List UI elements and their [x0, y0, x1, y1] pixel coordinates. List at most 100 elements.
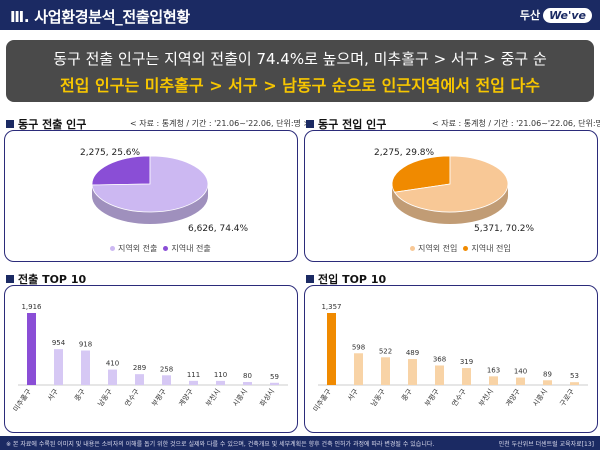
bar-data-label: 258 [160, 365, 173, 373]
bar-data-label: 368 [433, 355, 446, 363]
category-tick-label: 연수구 [450, 387, 468, 408]
category-tick-label: 연수구 [123, 387, 141, 408]
bar-data-label: 53 [570, 372, 579, 380]
category-tick-label: 미추홀구 [311, 387, 333, 414]
legend-item: 지역내 전입 [471, 244, 511, 253]
legend-dot-icon [463, 246, 469, 251]
category-tick-label: 미추홀구 [11, 387, 33, 414]
bullet-square-icon [306, 120, 314, 128]
panel-in-bar [304, 285, 598, 433]
bar [243, 381, 252, 385]
category-tick-label: 계양구 [504, 387, 523, 408]
legend-dot-icon [110, 246, 115, 251]
section-title-in-bar: 전입 TOP 10 [306, 271, 386, 287]
bar [381, 357, 390, 385]
footer-bar: ※ 본 자료에 수록된 이미지 및 내용은 소비자의 이해를 돕기 위한 것으로… [0, 436, 600, 450]
bar-data-label: 111 [187, 371, 200, 379]
summary-line-1: 동구 전출 인구는 지역외 전출이 74.4%로 높으며, 미추홀구 > 서구 … [53, 50, 547, 68]
pie-slice-1 [391, 155, 451, 193]
bar-data-label: 918 [79, 341, 92, 349]
legend-dot-icon [410, 246, 415, 251]
pie-chart-in [391, 155, 509, 224]
pie-slice-0 [393, 155, 509, 213]
pie-out-label-outer: 6,626, 74.4% [188, 224, 249, 234]
category-tick-label: 부평구 [150, 387, 169, 408]
bar [27, 313, 36, 385]
pie-chart-out [91, 155, 209, 224]
bar [435, 365, 444, 385]
brand-logo: 두산 We've [520, 6, 592, 24]
category-tick-label: 시흥시 [231, 387, 249, 408]
category-tick-label: 구로구 [558, 387, 576, 408]
bar [135, 374, 144, 385]
legend-out-pie: 지역외 전출 지역내 전출 [104, 243, 211, 254]
bar [108, 369, 117, 385]
pie-in-label-outer: 5,371, 70.2% [474, 224, 535, 234]
bar [270, 382, 279, 385]
panel-out-bar [4, 285, 298, 433]
bar-data-label: 410 [106, 360, 119, 368]
logo-prefix: 두산 [519, 9, 541, 22]
bullet-square-icon [306, 275, 314, 283]
legend-in-pie: 지역외 전입 지역내 전입 [404, 243, 511, 254]
pie-slice-1 [91, 155, 151, 186]
category-tick-label: 부평구 [423, 387, 442, 408]
legend-item: 지역내 전출 [171, 244, 211, 253]
pie-side [92, 184, 208, 224]
pie-out-label-inner: 2,275, 25.6% [80, 148, 141, 158]
bar [162, 375, 171, 385]
bar-data-label: 319 [460, 358, 473, 366]
pie-slice-0 [91, 155, 209, 213]
page-title: Ⅲ. 사업환경분석_전출입현황 [10, 8, 190, 26]
bullet-square-icon [6, 120, 14, 128]
section-title-out-pie: 동구 전출 인구 [6, 116, 86, 132]
logo-mark: We've [543, 7, 592, 23]
category-tick-label: 중구 [73, 387, 87, 403]
summary-banner: 동구 전출 인구는 지역외 전출이 74.4%로 높으며, 미추홀구 > 서구 … [6, 40, 594, 102]
bar [327, 313, 336, 385]
bar [354, 353, 363, 385]
bar-data-label: 1,357 [321, 303, 341, 311]
legend-dot-icon [163, 246, 169, 251]
bar [489, 376, 498, 385]
source-note-in: < 자료 : 통계청 / 기간 : '21.06~'22.06, 단위:명 > [432, 119, 600, 128]
source-note-out: < 자료 : 통계청 / 기간 : '21.06~'22.06, 단위:명 > [130, 119, 311, 128]
bar-data-label: 522 [379, 347, 392, 355]
category-tick-label: 부천시 [204, 387, 222, 408]
bar-data-label: 59 [270, 373, 279, 381]
pie-in-label-inner: 2,275, 29.8% [374, 148, 435, 158]
bar [54, 349, 63, 385]
footer-disclaimer: ※ 본 자료에 수록된 이미지 및 내용은 소비자의 이해를 돕기 위한 것으로… [6, 441, 435, 448]
bar [570, 382, 579, 385]
bar-data-label: 289 [133, 364, 146, 372]
category-tick-label: 부천시 [477, 387, 495, 408]
bar-data-label: 80 [243, 372, 252, 380]
bar-chart-out: 1,916 미추홀구 954 서구 918 중구 410 남동구 289 연수구 258 부평구 111… [11, 303, 288, 414]
legend-item: 지역외 전입 [418, 244, 458, 253]
bar-data-label: 89 [543, 370, 552, 378]
bar [81, 350, 90, 385]
category-tick-label: 서구 [345, 387, 360, 403]
category-tick-label: 남동구 [369, 387, 388, 408]
bar [462, 368, 471, 385]
category-tick-label: 남동구 [96, 387, 115, 408]
legend-item: 지역외 전출 [118, 244, 158, 253]
bar [543, 380, 552, 385]
bar [516, 377, 525, 385]
pie-side [392, 184, 508, 224]
section-title-in-pie: 동구 전입 인구 [306, 116, 386, 132]
bar-data-label: 110 [214, 371, 227, 379]
section-title-out-bar: 전출 TOP 10 [6, 271, 86, 287]
category-tick-label: 시흥시 [531, 387, 549, 408]
category-tick-label: 중구 [400, 387, 414, 403]
summary-line-2: 전입 인구는 미추홀구 > 서구 > 남동구 순으로 인근지역에서 전입 다수 [60, 76, 540, 95]
bar-chart-in: 1,357 미추홀구 598 서구 522 남동구 489 중구 368 부평구 319 연수구 163… [311, 303, 588, 414]
bar-data-label: 1,916 [21, 303, 42, 311]
category-tick-label: 계양구 [177, 387, 196, 408]
bullet-square-icon [6, 275, 14, 283]
bar [216, 380, 225, 385]
bar-data-label: 163 [487, 366, 500, 374]
header-bar: Ⅲ. 사업환경분석_전출입현황 두산 We've [0, 0, 600, 30]
bar [189, 380, 198, 385]
bar [408, 359, 417, 385]
